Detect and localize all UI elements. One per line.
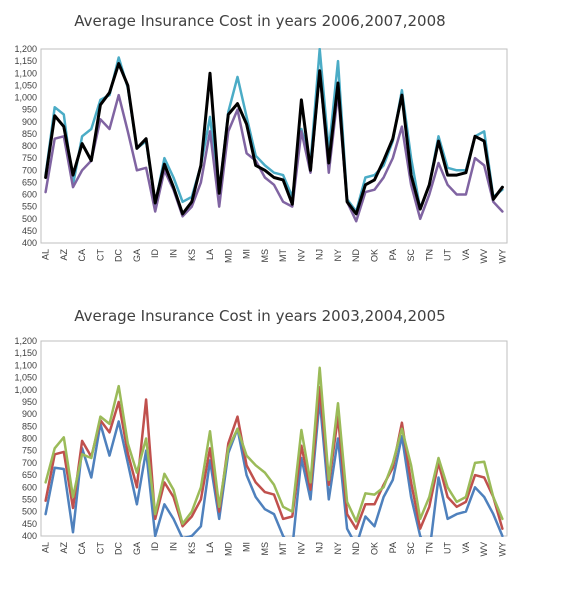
y-tick-label: 950 bbox=[22, 105, 37, 115]
x-tick-label: TN bbox=[424, 542, 434, 554]
x-tick-label: MD bbox=[223, 542, 233, 556]
x-tick-label: WY bbox=[497, 542, 507, 557]
series-line-3 bbox=[44, 366, 504, 526]
chart-plot-area: 400 450 500 550 600 650 700 750 800 850 900 950 1,00… bbox=[14, 336, 508, 557]
y-tick-label: 550 bbox=[22, 202, 37, 212]
y-tick-label: 700 bbox=[22, 458, 37, 468]
x-tick-label: MT bbox=[278, 542, 288, 555]
y-tick-label: 950 bbox=[22, 397, 37, 407]
y-tick-label: 1,100 bbox=[14, 360, 37, 370]
x-tick-label: AL bbox=[41, 542, 51, 553]
y-tick-label: 850 bbox=[22, 421, 37, 431]
plot-frame bbox=[40, 48, 508, 244]
x-tick-label: MI bbox=[242, 249, 252, 259]
x-tick-label: GA bbox=[132, 249, 142, 262]
series-line-3 bbox=[44, 62, 504, 216]
chart-2003-2005: Average Insurance Cost in years 2003,200… bbox=[0, 295, 562, 600]
y-tick-label: 650 bbox=[22, 470, 37, 480]
y-tick-label: 450 bbox=[22, 519, 37, 529]
x-tick-label: NY bbox=[333, 249, 343, 262]
x-tick-label: UT bbox=[443, 249, 453, 261]
x-tick-label: CT bbox=[95, 249, 105, 261]
x-tick-label: ND bbox=[351, 542, 361, 555]
y-tick-label: 600 bbox=[22, 190, 37, 200]
chart-plot-area: 400 450 500 550 600 650 700 750 800 850 900 950 1,00… bbox=[14, 44, 508, 264]
chart-title: Average Insurance Cost in years 2006,200… bbox=[74, 12, 446, 30]
y-tick-label: 600 bbox=[22, 482, 37, 492]
y-tick-label: 1,150 bbox=[14, 348, 37, 358]
x-tick-label: CA bbox=[77, 249, 87, 262]
y-tick-label: 800 bbox=[22, 141, 37, 151]
y-tick-label: 1,100 bbox=[14, 68, 37, 78]
x-tick-label: GA bbox=[132, 542, 142, 555]
y-tick-label: 500 bbox=[22, 214, 37, 224]
x-tick-label: WV bbox=[479, 249, 489, 264]
x-tick-label: NV bbox=[296, 249, 306, 262]
x-tick-label: MS bbox=[260, 542, 270, 556]
y-tick-label: 1,000 bbox=[14, 385, 37, 395]
x-tick-label: VA bbox=[461, 249, 471, 260]
x-tick-label: PA bbox=[388, 249, 398, 260]
y-tick-label: 700 bbox=[22, 165, 37, 175]
x-tick-label: AZ bbox=[59, 249, 69, 261]
x-tick-label: WY bbox=[497, 249, 507, 264]
y-tick-label: 500 bbox=[22, 507, 37, 517]
series-line-1 bbox=[44, 398, 504, 537]
x-tick-label: NY bbox=[333, 542, 343, 555]
y-tick-label: 550 bbox=[22, 494, 37, 504]
y-tick-label: 1,000 bbox=[14, 93, 37, 103]
x-tick-label: SC bbox=[406, 542, 416, 555]
x-tick-label: ID bbox=[150, 541, 160, 551]
x-tick-label: NV bbox=[296, 542, 306, 555]
x-tick-label: IN bbox=[168, 542, 178, 551]
x-tick-label: LA bbox=[205, 542, 215, 553]
y-tick-label: 650 bbox=[22, 177, 37, 187]
x-tick-label: WV bbox=[479, 542, 489, 557]
y-tick-label: 400 bbox=[22, 531, 37, 541]
x-tick-label: MS bbox=[260, 249, 270, 263]
y-tick-label: 750 bbox=[22, 446, 37, 456]
series-line-2 bbox=[44, 386, 504, 530]
y-tick-label: 400 bbox=[22, 238, 37, 248]
chart-2006-2008: Average Insurance Cost in years 2006,200… bbox=[0, 0, 562, 285]
y-tick-label: 1,200 bbox=[14, 336, 37, 346]
x-tick-label: TN bbox=[424, 249, 434, 261]
x-tick-label: LA bbox=[205, 249, 215, 260]
x-tick-label: OK bbox=[370, 542, 380, 555]
y-tick-label: 1,050 bbox=[14, 373, 37, 383]
y-tick-label: 800 bbox=[22, 434, 37, 444]
series-line-2 bbox=[44, 69, 504, 223]
y-tick-label: 1,200 bbox=[14, 44, 37, 54]
x-tick-label: KS bbox=[187, 249, 197, 261]
x-tick-label: ND bbox=[351, 249, 361, 262]
x-tick-label: VA bbox=[461, 542, 471, 553]
y-tick-label: 900 bbox=[22, 117, 37, 127]
y-tick-label: 850 bbox=[22, 129, 37, 139]
x-tick-label: ID bbox=[150, 248, 160, 258]
x-tick-label: KS bbox=[187, 542, 197, 554]
x-tick-label: AZ bbox=[59, 542, 69, 554]
x-tick-label: OK bbox=[370, 249, 380, 262]
x-tick-label: CA bbox=[77, 542, 87, 555]
x-tick-label: DC bbox=[114, 249, 124, 262]
x-tick-label: MI bbox=[242, 542, 252, 552]
x-tick-label: MT bbox=[278, 249, 288, 262]
y-tick-label: 750 bbox=[22, 153, 37, 163]
chart-title: Average Insurance Cost in years 2003,200… bbox=[74, 307, 446, 325]
x-tick-label: AL bbox=[41, 249, 51, 260]
x-tick-label: CT bbox=[95, 542, 105, 554]
y-tick-label: 450 bbox=[22, 226, 37, 236]
plot-frame bbox=[40, 340, 508, 537]
x-tick-label: NJ bbox=[315, 542, 325, 553]
y-tick-label: 1,050 bbox=[14, 80, 37, 90]
x-tick-label: NJ bbox=[315, 249, 325, 260]
x-tick-label: UT bbox=[443, 542, 453, 554]
x-tick-label: IN bbox=[168, 249, 178, 258]
x-tick-label: DC bbox=[114, 542, 124, 555]
y-tick-label: 900 bbox=[22, 409, 37, 419]
x-tick-label: SC bbox=[406, 249, 416, 262]
x-tick-label: PA bbox=[388, 542, 398, 553]
x-tick-label: MD bbox=[223, 249, 233, 263]
y-tick-label: 1,150 bbox=[14, 56, 37, 66]
